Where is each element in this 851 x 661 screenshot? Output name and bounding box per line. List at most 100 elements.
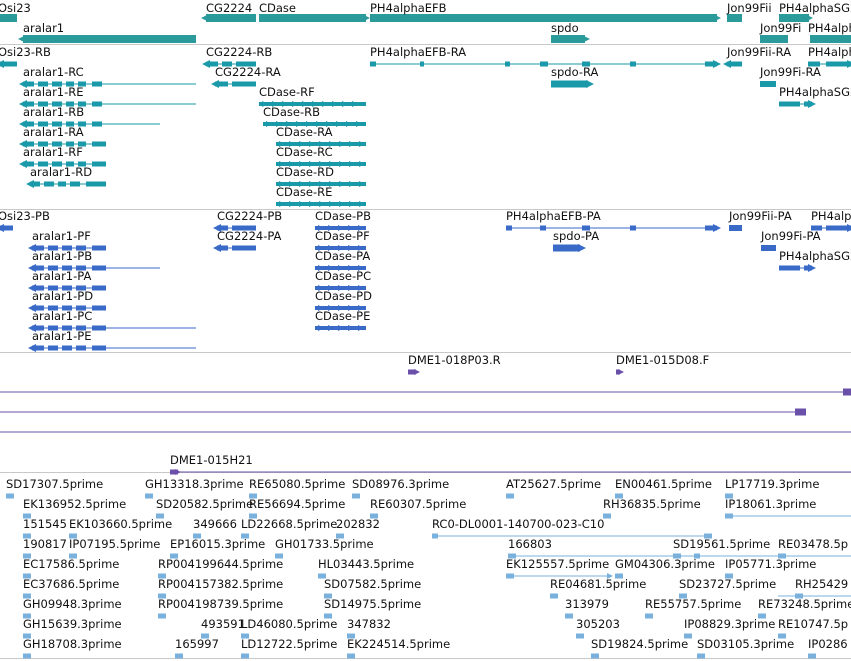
est-read-18-exon[interactable] [23, 553, 31, 559]
tx-cg2224-ra-exon[interactable] [232, 81, 256, 87]
est-label-rh36835-5prime[interactable]: RH36835.5prime [603, 497, 701, 511]
est-label-165997[interactable]: 165997 [175, 637, 219, 651]
est-read-49-exon[interactable] [778, 633, 786, 639]
pr-aralar1-pa-exon[interactable] [62, 285, 72, 291]
est-label-at25627-5prime[interactable]: AT25627.5prime [506, 477, 602, 491]
est-label-re65080-5prime[interactable]: RE65080.5prime [249, 477, 346, 491]
protein-label-jon99fi-pa[interactable]: Jon99Fi-PA [761, 229, 821, 243]
pr-aralar1-pd-exon[interactable] [76, 305, 86, 311]
pr-ph4alphaefb-pa-exon[interactable] [506, 225, 512, 231]
tx-cdase-rb-exon[interactable] [263, 122, 366, 126]
pr-aralar1-pb-exon[interactable] [48, 265, 58, 271]
pr-aralar1-pf-exon[interactable] [76, 245, 86, 251]
pr-aralar1-pa-exon[interactable] [92, 285, 106, 291]
pr-aralar1-pb-exon[interactable] [62, 265, 72, 271]
est-rc0-dl0001-exon[interactable] [432, 533, 438, 539]
est-read-20-exon[interactable] [170, 553, 178, 559]
pr-ph4alp-exon[interactable] [826, 225, 851, 231]
est-label-rp004198739-5prime[interactable]: RP004198739.5prime [158, 597, 284, 611]
pr-aralar1-pc-exon[interactable] [92, 325, 106, 331]
pr-aralar1-pb-exon[interactable] [76, 265, 86, 271]
pr-aralar1-pa-exon[interactable] [32, 285, 44, 291]
pr-aralar1-pe-exon[interactable] [48, 345, 58, 351]
bac-label-dme1-015d08-f[interactable]: DME1-015D08.F [616, 353, 710, 367]
transcript-label-cdase-rd[interactable]: CDase-RD [276, 165, 334, 179]
protein-label-cdase-pb[interactable]: CDase-PB [315, 209, 371, 223]
transcript-label-aralar1-ra[interactable]: aralar1-RA [23, 125, 84, 139]
est-label-ip05771-3prime[interactable]: IP05771.3prime [725, 557, 817, 571]
protein-label-osi23-pb[interactable]: Osi23-PB [0, 209, 50, 223]
transcript-label-osi23-rb[interactable]: Osi23-RB [0, 45, 51, 59]
gene-label-jon99fii[interactable]: Jon99Fii [727, 1, 772, 15]
gene-label-ph4alph[interactable]: PH4alph [808, 21, 851, 35]
bac-dme1-015h21-exon[interactable] [170, 469, 178, 475]
transcript-label-aralar1-rf[interactable]: aralar1-RF [23, 145, 83, 159]
tx-ph4alphaefb-ra-exon[interactable] [630, 61, 636, 67]
est-read-55-exon[interactable] [697, 653, 705, 659]
bac-label-dme1-015h21[interactable]: DME1-015H21 [170, 453, 253, 467]
est-read-54-exon[interactable] [591, 653, 599, 659]
bac-dme1-018p03-r-exon[interactable] [408, 369, 416, 375]
tx-aralar1-rd-exon[interactable] [86, 181, 106, 187]
est-label-151545[interactable]: 151545 [23, 517, 67, 531]
tx-aralar1-ra-exon[interactable] [78, 141, 86, 147]
transcript-label-cdase-ra[interactable]: CDase-RA [276, 125, 333, 139]
transcript-label-cdase-rf[interactable]: CDase-RF [259, 85, 315, 99]
tx-aralar1-ra-exon[interactable] [66, 141, 74, 147]
transcript-label-aralar1-rc[interactable]: aralar1-RC [23, 65, 84, 79]
gene-cdase-exon[interactable] [259, 14, 366, 22]
est-label-rh25429[interactable]: RH25429 [795, 577, 849, 591]
pr-spdo-pa-exon[interactable] [553, 244, 580, 252]
tx-aralar1-rd-exon[interactable] [44, 181, 54, 187]
est-label-305203[interactable]: 305203 [576, 617, 620, 631]
tx-aralar1-re-exon[interactable] [52, 101, 62, 107]
est-label-ek125557-5prime[interactable]: EK125557.5prime [506, 557, 610, 571]
est-read-30-exon[interactable] [725, 573, 733, 579]
transcript-label-jon99fii-ra[interactable]: Jon99Fii-RA [727, 45, 792, 59]
tx-aralar1-re-exon[interactable] [23, 101, 34, 107]
pr-aralar1-pb-exon[interactable] [92, 265, 106, 271]
est-label-re60307-5prime[interactable]: RE60307.5prime [370, 497, 467, 511]
protein-label-spdo-pa[interactable]: spdo-PA [553, 229, 600, 243]
tx-aralar1-rb-exon[interactable] [52, 121, 62, 127]
est-label-rc0-dl0001-140700-023-c10[interactable]: RC0-DL0001-140700-023-C10 [432, 517, 605, 531]
est-label-190817[interactable]: 190817 [23, 537, 67, 551]
est-label-sd17307-5prime[interactable]: SD17307.5prime [6, 477, 104, 491]
tx-aralar1-rc-exon[interactable] [38, 81, 48, 87]
est-read-42-exon[interactable] [758, 613, 766, 619]
tx-aralar1-rc-exon[interactable] [52, 81, 62, 87]
est-read-6-exon[interactable] [725, 493, 733, 499]
pr-ph4alphaefb-pa-exon[interactable] [540, 225, 546, 231]
est-read-19-exon[interactable] [69, 553, 77, 559]
pr-aralar1-pd-exon[interactable] [48, 305, 58, 311]
est-label-347832[interactable]: 347832 [347, 617, 391, 631]
pr-aralar1-pe-exon[interactable] [62, 345, 72, 351]
tx-ph4alphasg2-exon[interactable] [779, 101, 800, 107]
est-label-ld12722-5prime[interactable]: LD12722.5prime [241, 637, 338, 651]
est-label-re73248-5prime[interactable]: RE73248.5prime [758, 597, 851, 611]
transcript-label-cdase-rc[interactable]: CDase-RC [276, 145, 333, 159]
protein-label-aralar1-pa[interactable]: aralar1-PA [32, 269, 92, 283]
tx-ph4alph-exon[interactable] [808, 61, 820, 67]
protein-label-cg2224-pa[interactable]: CG2224-PA [217, 229, 282, 243]
tx-aralar1-re-exon[interactable] [78, 101, 86, 107]
pr-aralar1-pe-exon[interactable] [92, 345, 106, 351]
est-label-ip0286[interactable]: IP0286 [808, 637, 848, 651]
pr-aralar1-pf-exon[interactable] [48, 245, 58, 251]
protein-label-ph4alp[interactable]: PH4alp [811, 209, 851, 223]
pr-cg2224-pb-exon[interactable] [217, 225, 228, 231]
est-label-ec17586-5prime[interactable]: EC17586.5prime [23, 557, 120, 571]
gene-label-ph4alphasg2[interactable]: PH4alphaSG2 [779, 1, 851, 15]
tx-jon99fi-ra-exon[interactable] [760, 81, 776, 87]
est-read-52-exon[interactable] [241, 653, 249, 659]
est-label-gh18708-3prime[interactable]: GH18708.3prime [23, 637, 122, 651]
est-read-26-exon[interactable] [158, 573, 166, 579]
protein-label-cdase-pd[interactable]: CDase-PD [315, 289, 372, 303]
est-label-sd19561-5prime[interactable]: SD19561.5prime [673, 537, 771, 551]
est-read-33-exon[interactable] [324, 593, 332, 599]
tx-ph4alphaefb-ra-exon[interactable] [370, 61, 376, 67]
est-label-sd23727-5prime[interactable]: SD23727.5prime [679, 577, 777, 591]
est-label-lp17719-3prime[interactable]: LP17719.3prime [725, 477, 820, 491]
est-read-50-exon[interactable] [23, 653, 31, 659]
transcript-label-aralar1-rd[interactable]: aralar1-RD [30, 165, 93, 179]
